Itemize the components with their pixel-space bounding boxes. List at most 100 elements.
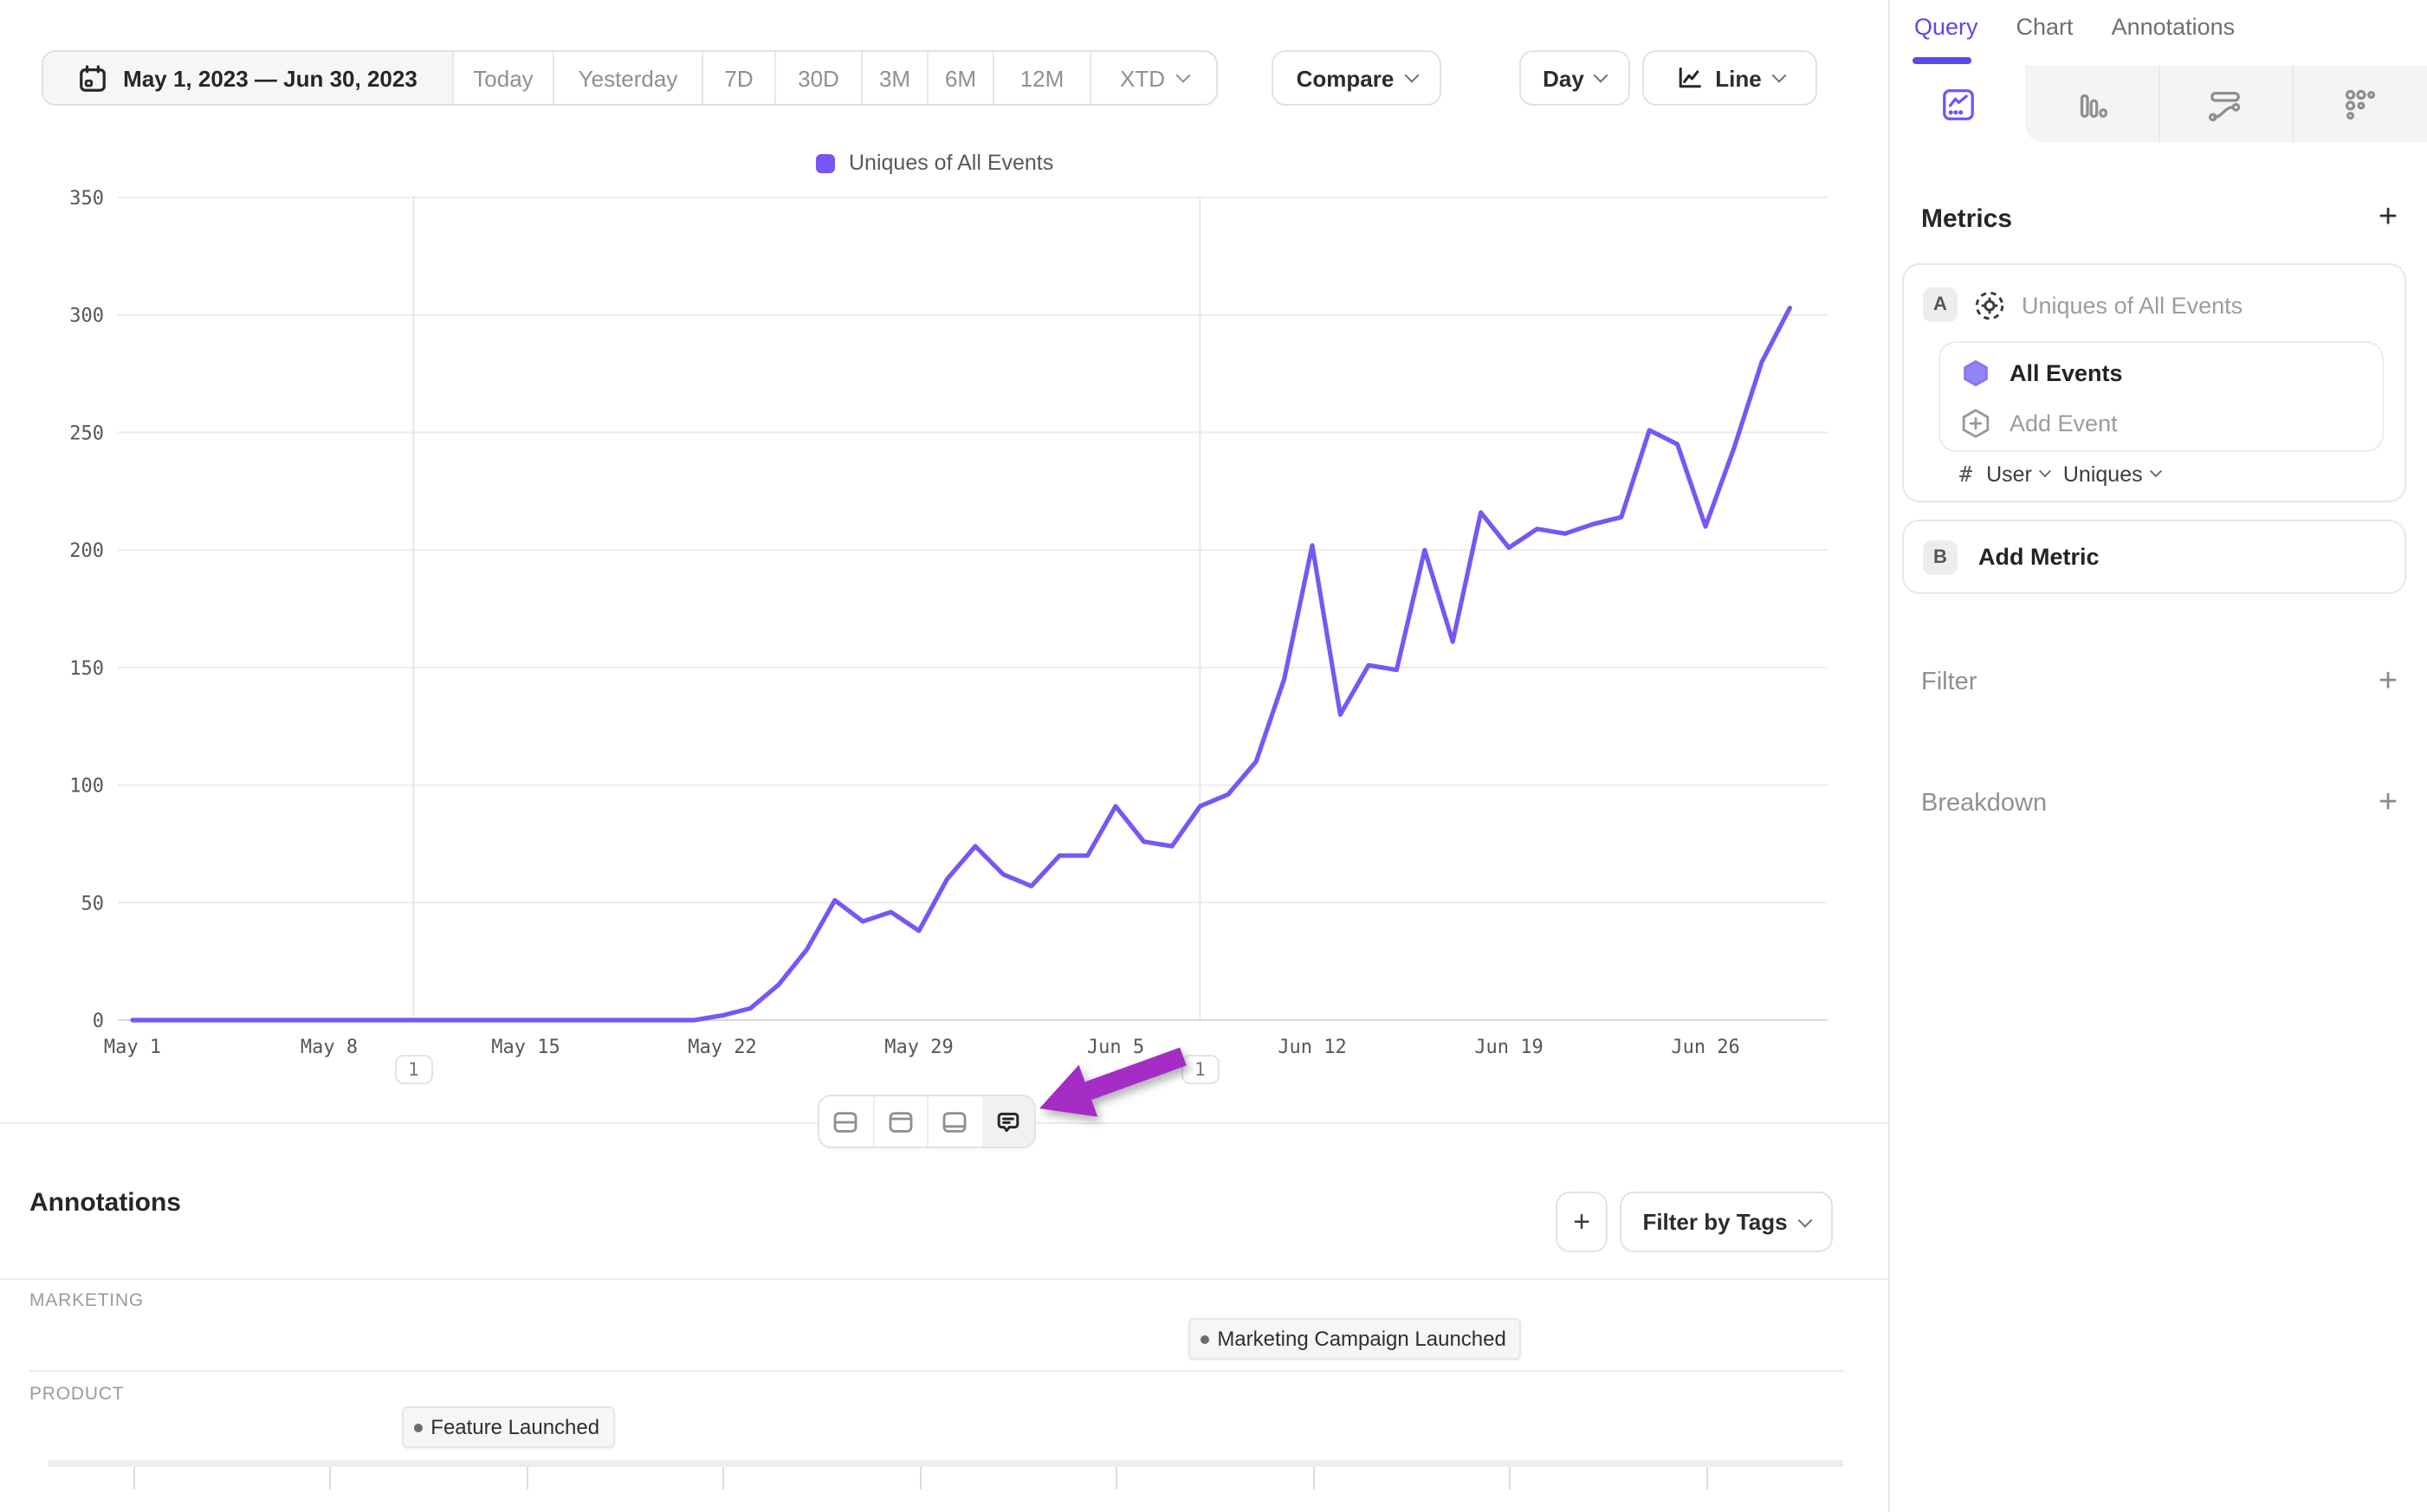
layout-header-top-button[interactable] (872, 1096, 927, 1147)
annotation-chip[interactable]: Marketing Campaign Launched (1188, 1318, 1522, 1360)
add-event-row[interactable]: Add Event (1961, 409, 2118, 438)
add-annotation-button[interactable]: + (1556, 1192, 1608, 1252)
add-metric-label: Add Metric (1978, 544, 2100, 570)
line-chart[interactable]: 0 50 100 150 200 250 300 350 May 1 May 8 May 15 May… (0, 0, 1890, 1108)
annotation-dot-icon (1200, 1334, 1209, 1343)
layout-footer-bottom-icon (943, 1111, 967, 1132)
tab-query[interactable]: Query (1914, 14, 1978, 40)
x-axis-tick-label: Jun 26 (1671, 1037, 1739, 1058)
annotations-timeline-axis (49, 1460, 1843, 1467)
x-axis-tick-label: May 15 (491, 1037, 560, 1058)
timeline-tick (1509, 1467, 1511, 1489)
layout-split-horizontal-icon (834, 1111, 858, 1132)
line-chart-icon (1679, 67, 1702, 88)
date-range-picker[interactable]: May 1, 2023 — Jun 30, 2023 (43, 52, 452, 104)
view-insights-button[interactable] (1892, 66, 2025, 142)
x-axis-tick-label: Jun 12 (1278, 1037, 1346, 1058)
query-sidebar: Query Chart Annotations (1892, 0, 2427, 1512)
preset-7d[interactable]: 7D (702, 52, 774, 104)
y-axis-tick-label: 300 (69, 306, 104, 327)
add-breakdown-button[interactable]: + (2378, 785, 2398, 821)
add-filter-button[interactable]: + (2378, 663, 2398, 700)
hexagon-plus-icon (1962, 409, 1990, 438)
preset-today[interactable]: Today (452, 52, 553, 104)
timeline-tick (1116, 1467, 1117, 1489)
y-axis-tick-label: 100 (69, 776, 104, 798)
annotation-count-badge[interactable]: 1 (394, 1055, 433, 1084)
timeline-tick (329, 1467, 331, 1489)
filter-section-label: Filter (1921, 669, 1977, 696)
layout-footer-bottom-button[interactable] (927, 1096, 981, 1147)
chevron-down-icon (2038, 465, 2051, 478)
chevron-down-icon (2149, 465, 2162, 478)
comment-annotation-button[interactable] (981, 1096, 1034, 1147)
add-metric-card[interactable]: B Add Metric (1902, 520, 2406, 594)
breakdown-section-label: Breakdown (1921, 790, 2048, 817)
preset-30d[interactable]: 30D (774, 52, 861, 104)
entity-dropdown[interactable]: User (1986, 462, 2051, 486)
preset-xtd-dropdown[interactable]: XTD (1090, 52, 1216, 104)
divider (0, 1278, 1890, 1280)
timeline-tick (526, 1467, 527, 1489)
report-view-switcher (1892, 66, 2427, 142)
timeline-tick (133, 1467, 134, 1489)
metric-settings-gear-icon[interactable] (1973, 288, 2006, 321)
annotation-chip[interactable]: Feature Launched (401, 1406, 616, 1448)
chart-type-dropdown[interactable]: Line (1642, 50, 1817, 106)
granularity-dropdown[interactable]: Day (1519, 50, 1630, 106)
event-row-all-events[interactable]: All Events (1961, 359, 2123, 388)
x-axis-tick-label: Jun 5 (1087, 1037, 1144, 1058)
x-axis-tick-label: Jun 19 (1474, 1037, 1543, 1058)
y-axis-tick-label: 50 (81, 893, 105, 914)
filter-by-tags-button[interactable]: Filter by Tags (1620, 1192, 1833, 1252)
metrics-heading: Metrics (1921, 204, 2013, 234)
chart-legend[interactable]: Uniques of All Events (816, 151, 1053, 175)
count-type-symbol[interactable]: # (1959, 461, 1973, 487)
add-event-label: Add Event (2010, 410, 2118, 436)
metric-name-placeholder[interactable]: Uniques of All Events (2022, 292, 2243, 318)
tab-annotations[interactable]: Annotations (2111, 14, 2236, 40)
x-axis-tick-label: May 8 (301, 1037, 358, 1058)
series-line-uniques-of-all-events[interactable] (130, 306, 1792, 1023)
preset-3m[interactable]: 3M (861, 52, 927, 104)
compare-button[interactable]: Compare (1272, 50, 1441, 106)
metric-badge-b: B (1923, 540, 1958, 574)
tab-chart[interactable]: Chart (2016, 14, 2074, 40)
chart-canvas: 0 50 100 150 200 250 300 350 May 1 May 8 May 15 May… (69, 188, 1828, 1058)
aggregation-dropdown[interactable]: Uniques (2063, 462, 2162, 486)
event-label: All Events (2010, 360, 2123, 386)
calendar-icon (80, 64, 106, 91)
bar-chart-icon (2080, 93, 2107, 117)
preset-6m[interactable]: 6M (927, 52, 993, 104)
view-flow-button[interactable] (2158, 66, 2293, 142)
view-retention-button[interactable] (2292, 66, 2427, 142)
flow-icon (2209, 91, 2242, 121)
lane-divider (29, 1370, 1845, 1372)
preset-12m[interactable]: 12M (993, 52, 1090, 104)
layout-header-top-icon (889, 1111, 912, 1132)
timeline-tick (919, 1467, 921, 1489)
lane-label-product: PRODUCT (29, 1384, 125, 1405)
legend-swatch (816, 153, 835, 172)
active-tab-underline (1912, 57, 1971, 63)
x-axis-tick-label: May 22 (688, 1037, 756, 1058)
y-axis-tick-label: 150 (69, 658, 104, 680)
retention-grid-icon (2346, 88, 2376, 120)
annotations-layout-toolbar (818, 1095, 1036, 1148)
metric-card-a: A Uniques of All Events All Events (1902, 263, 2406, 502)
annotation-count-badge[interactable]: 1 (1181, 1055, 1220, 1084)
legend-label: Uniques of All Events (849, 151, 1054, 175)
chevron-down-icon (1797, 1212, 1813, 1227)
y-axis-tick-label: 200 (69, 540, 104, 562)
view-bar-chart-button[interactable] (2024, 66, 2158, 142)
events-group: All Events Add Event (1938, 341, 2384, 452)
date-range-label: May 1, 2023 — Jun 30, 2023 (123, 65, 417, 91)
comment-bubble-icon (997, 1111, 1019, 1132)
add-metric-plus-button[interactable]: + (2378, 199, 2398, 236)
timeline-tick (1312, 1467, 1314, 1489)
y-axis-tick-label: 250 (69, 423, 104, 444)
preset-yesterday[interactable]: Yesterday (553, 52, 702, 104)
layout-split-horizontal-button[interactable] (819, 1096, 872, 1147)
hexagon-event-icon (1964, 359, 1988, 387)
